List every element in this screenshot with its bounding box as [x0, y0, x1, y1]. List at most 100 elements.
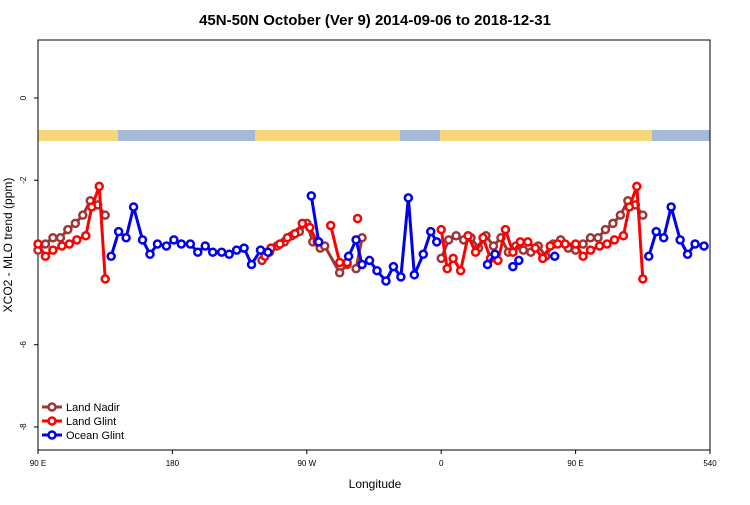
data-point [176, 239, 187, 249]
data-point [33, 239, 43, 249]
data-point [319, 241, 330, 251]
data-point [193, 247, 203, 257]
data-point [137, 235, 148, 245]
data-point [87, 202, 97, 212]
data-point [442, 263, 452, 274]
data-point [334, 257, 345, 268]
data-point [436, 253, 446, 264]
data-point [488, 241, 499, 251]
data-point [282, 233, 293, 243]
land-strip [38, 130, 118, 141]
data-point [602, 239, 612, 249]
y-tick-label: -6 [19, 341, 28, 349]
data-point [699, 241, 709, 251]
data-point [594, 241, 605, 251]
data-point [364, 255, 375, 266]
x-tick-label: 90 E [30, 459, 46, 468]
data-point [515, 237, 526, 247]
ocean-strip [118, 130, 255, 141]
data-point [94, 181, 104, 192]
data-point [537, 253, 548, 264]
data-point [638, 210, 648, 220]
data-point [152, 239, 163, 249]
data-point [530, 243, 541, 253]
data-point [608, 218, 618, 229]
data-point [306, 191, 317, 201]
land-strip [440, 130, 652, 141]
data-point [508, 247, 518, 257]
data-point [55, 233, 66, 243]
data-point [508, 261, 518, 272]
legend-label: Land Nadir [66, 402, 120, 414]
data-point [690, 239, 700, 249]
data-point [523, 237, 533, 247]
data-point [638, 274, 648, 284]
data-point [63, 224, 73, 235]
data-point [325, 220, 336, 231]
data-point [161, 241, 172, 251]
data-point [200, 241, 211, 251]
data-point [255, 245, 266, 255]
data-point [351, 263, 361, 274]
data-point [658, 233, 669, 243]
data-point [128, 202, 139, 212]
data-point [40, 251, 51, 262]
data-point [585, 233, 596, 243]
data-point [431, 237, 442, 247]
data-point [549, 251, 560, 262]
data-point [224, 249, 234, 260]
x-tick-label: 90 E [567, 459, 583, 468]
ocean-strip [400, 130, 440, 141]
data-point [609, 235, 620, 245]
data-point [343, 251, 354, 262]
data-point [113, 226, 124, 237]
data-point [578, 239, 588, 249]
data-point [593, 233, 603, 243]
data-point [425, 226, 436, 237]
data-point [436, 224, 446, 235]
data-point [297, 218, 308, 229]
data-point [560, 239, 570, 249]
data-point [305, 222, 315, 233]
x-tick-label: 540 [703, 459, 717, 468]
data-point [357, 259, 367, 270]
data-point [372, 265, 382, 276]
data-point [48, 245, 58, 255]
data-point [403, 193, 414, 203]
data-point [145, 249, 155, 260]
data-point [448, 253, 458, 264]
data-point [500, 224, 511, 235]
data-point [381, 276, 391, 286]
data-point [239, 243, 249, 253]
data-point [682, 249, 693, 260]
data-point [106, 251, 116, 262]
ocean-strip [652, 130, 710, 141]
data-point [552, 239, 563, 249]
data-point [615, 210, 626, 220]
data-point [409, 270, 420, 280]
data-point [578, 251, 588, 262]
data-point [57, 241, 67, 251]
y-tick-label: 0 [19, 95, 28, 100]
data-point [482, 259, 493, 270]
data-point [70, 218, 81, 229]
data-point [600, 224, 611, 235]
data-point [675, 235, 685, 245]
data-point [100, 274, 110, 284]
data-point [666, 202, 676, 212]
data-point [570, 239, 581, 249]
data-point [40, 239, 51, 249]
data-point [632, 181, 642, 192]
x-tick-label: 0 [439, 459, 444, 468]
data-point [618, 230, 629, 241]
data-point [585, 245, 596, 255]
data-point [463, 230, 473, 241]
data-point [443, 235, 454, 245]
x-axis-label: Longitude [349, 477, 402, 491]
data-point [48, 233, 58, 243]
data-point [470, 247, 481, 257]
data-point [644, 251, 654, 262]
data-point [651, 226, 661, 237]
data-point [396, 272, 406, 282]
